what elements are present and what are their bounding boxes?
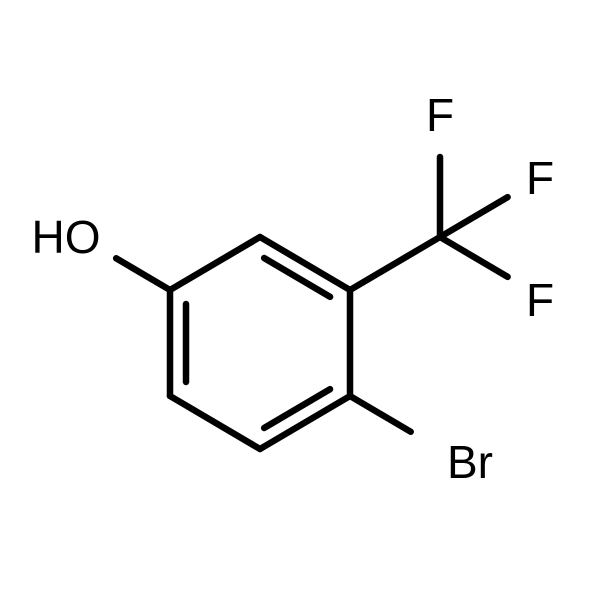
atom-label-br: Br bbox=[447, 436, 493, 488]
background bbox=[0, 0, 600, 600]
atom-label-f3: F bbox=[526, 274, 554, 326]
atom-label-ho: HO bbox=[32, 211, 101, 263]
atom-label-f2: F bbox=[526, 152, 554, 204]
molecule-diagram: HO F F F Br bbox=[0, 0, 600, 600]
atom-label-f1: F bbox=[426, 89, 454, 141]
